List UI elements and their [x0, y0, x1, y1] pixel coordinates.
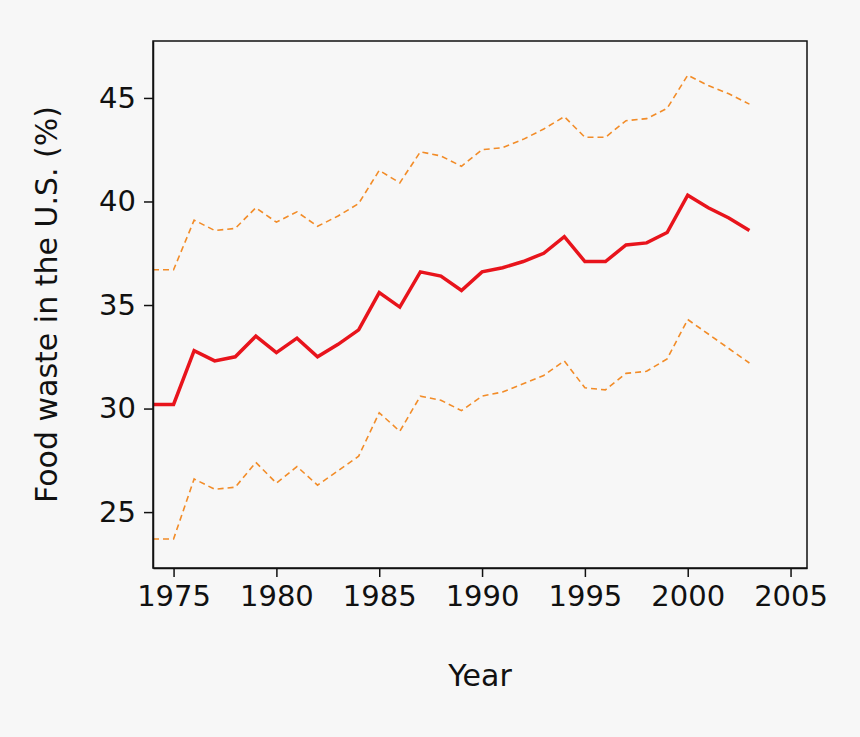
x-tick: 2005 — [754, 568, 828, 613]
x-tick-mark — [482, 568, 484, 577]
x-tick-label: 1985 — [343, 579, 417, 613]
plot-frame — [153, 41, 807, 568]
x-tick-label: 2005 — [754, 579, 828, 613]
y-tick-mark — [144, 305, 153, 307]
x-tick-mark — [173, 568, 175, 577]
y-axis-title: Food waste in the U.S. (%) — [29, 106, 64, 503]
y-tick: 40 — [99, 184, 153, 218]
x-tick: 1975 — [137, 568, 211, 613]
axis-line — [154, 568, 808, 570]
y-tick-mark — [144, 201, 153, 203]
y-tick-label: 35 — [99, 288, 136, 322]
x-axis-title: Year — [447, 658, 512, 693]
y-tick-label: 30 — [99, 391, 136, 425]
series-line — [153, 195, 749, 404]
y-tick: 45 — [99, 81, 153, 115]
x-tick-mark — [790, 568, 792, 577]
y-tick-mark — [144, 98, 153, 100]
y-tick-label: 40 — [99, 184, 136, 218]
x-tick: 1990 — [446, 568, 520, 613]
x-tick-mark — [276, 568, 278, 577]
lines — [153, 75, 749, 539]
x-tick: 2000 — [651, 568, 725, 613]
x-tick-label: 1990 — [446, 579, 520, 613]
x-tick: 1995 — [548, 568, 622, 613]
y-tick-mark — [144, 408, 153, 410]
x-tick-label: 1975 — [137, 579, 211, 613]
plot: 1975 1980 1985 1990 1995 2000 2005 25 30 35 40 45 — [99, 41, 828, 613]
y-tick-label: 45 — [99, 81, 136, 115]
x-tick-mark — [687, 568, 689, 577]
x-axis: 1975 1980 1985 1990 1995 2000 2005 — [137, 568, 828, 613]
x-tick: 1980 — [240, 568, 314, 613]
series-line — [153, 75, 749, 270]
y-tick: 30 — [99, 391, 153, 425]
y-axis: 25 30 35 40 45 — [99, 42, 153, 569]
x-tick-mark — [585, 568, 587, 577]
x-tick-label: 1995 — [548, 579, 622, 613]
y-tick: 35 — [99, 288, 153, 322]
y-tick-label: 25 — [99, 495, 136, 529]
y-tick: 25 — [99, 495, 153, 529]
x-tick: 1985 — [343, 568, 417, 613]
y-tick-mark — [144, 512, 153, 514]
x-tick-mark — [379, 568, 381, 577]
chart: 1975 1980 1985 1990 1995 2000 2005 25 30 35 40 45 Ye… — [0, 0, 860, 737]
x-tick-label: 1980 — [240, 579, 314, 613]
x-tick-label: 2000 — [651, 579, 725, 613]
series-line — [153, 320, 749, 539]
background — [0, 0, 860, 737]
